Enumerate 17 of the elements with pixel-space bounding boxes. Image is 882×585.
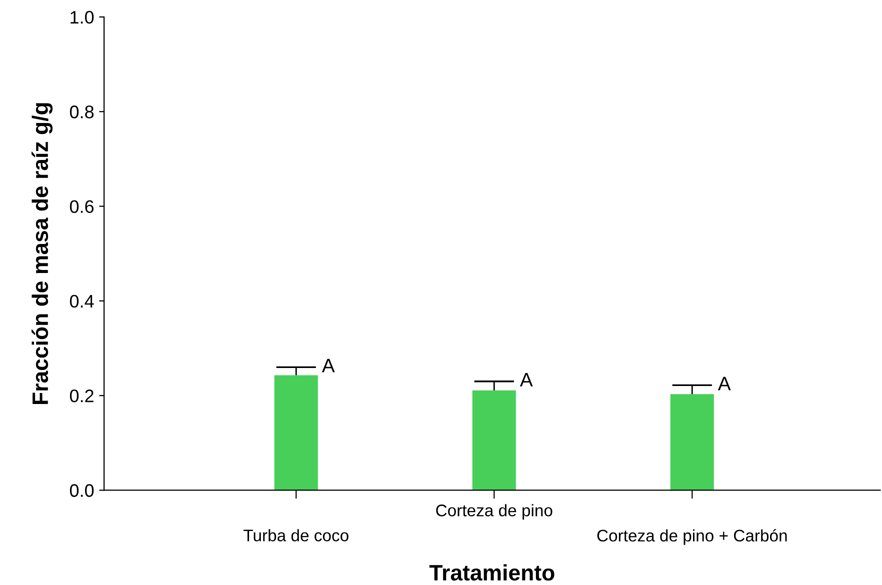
- annotation: A: [718, 376, 731, 390]
- y-tick-label: 0.8: [70, 106, 94, 118]
- y-axis-title: Fracción de masa de raíz g/g: [32, 103, 53, 404]
- annotation: A: [520, 373, 533, 386]
- x-tick-label: Corteza de pino: [436, 504, 552, 520]
- x-tick-label: Turba de coco: [244, 529, 348, 542]
- bar: [670, 394, 714, 490]
- x-tick-label: Corteza de pino + Carbón: [597, 529, 787, 545]
- y-tick-label: 0.4: [70, 294, 94, 308]
- annotation: A: [322, 358, 335, 372]
- x-axis-title: Tratamiento: [429, 564, 554, 581]
- y-tick-label: 1.0: [70, 10, 94, 24]
- bar: [274, 375, 318, 490]
- y-tick-label: 0.2: [70, 390, 94, 402]
- y-tick-label: 0.6: [70, 200, 94, 213]
- bar: [472, 390, 516, 490]
- y-tick-label: 0.0: [70, 484, 94, 497]
